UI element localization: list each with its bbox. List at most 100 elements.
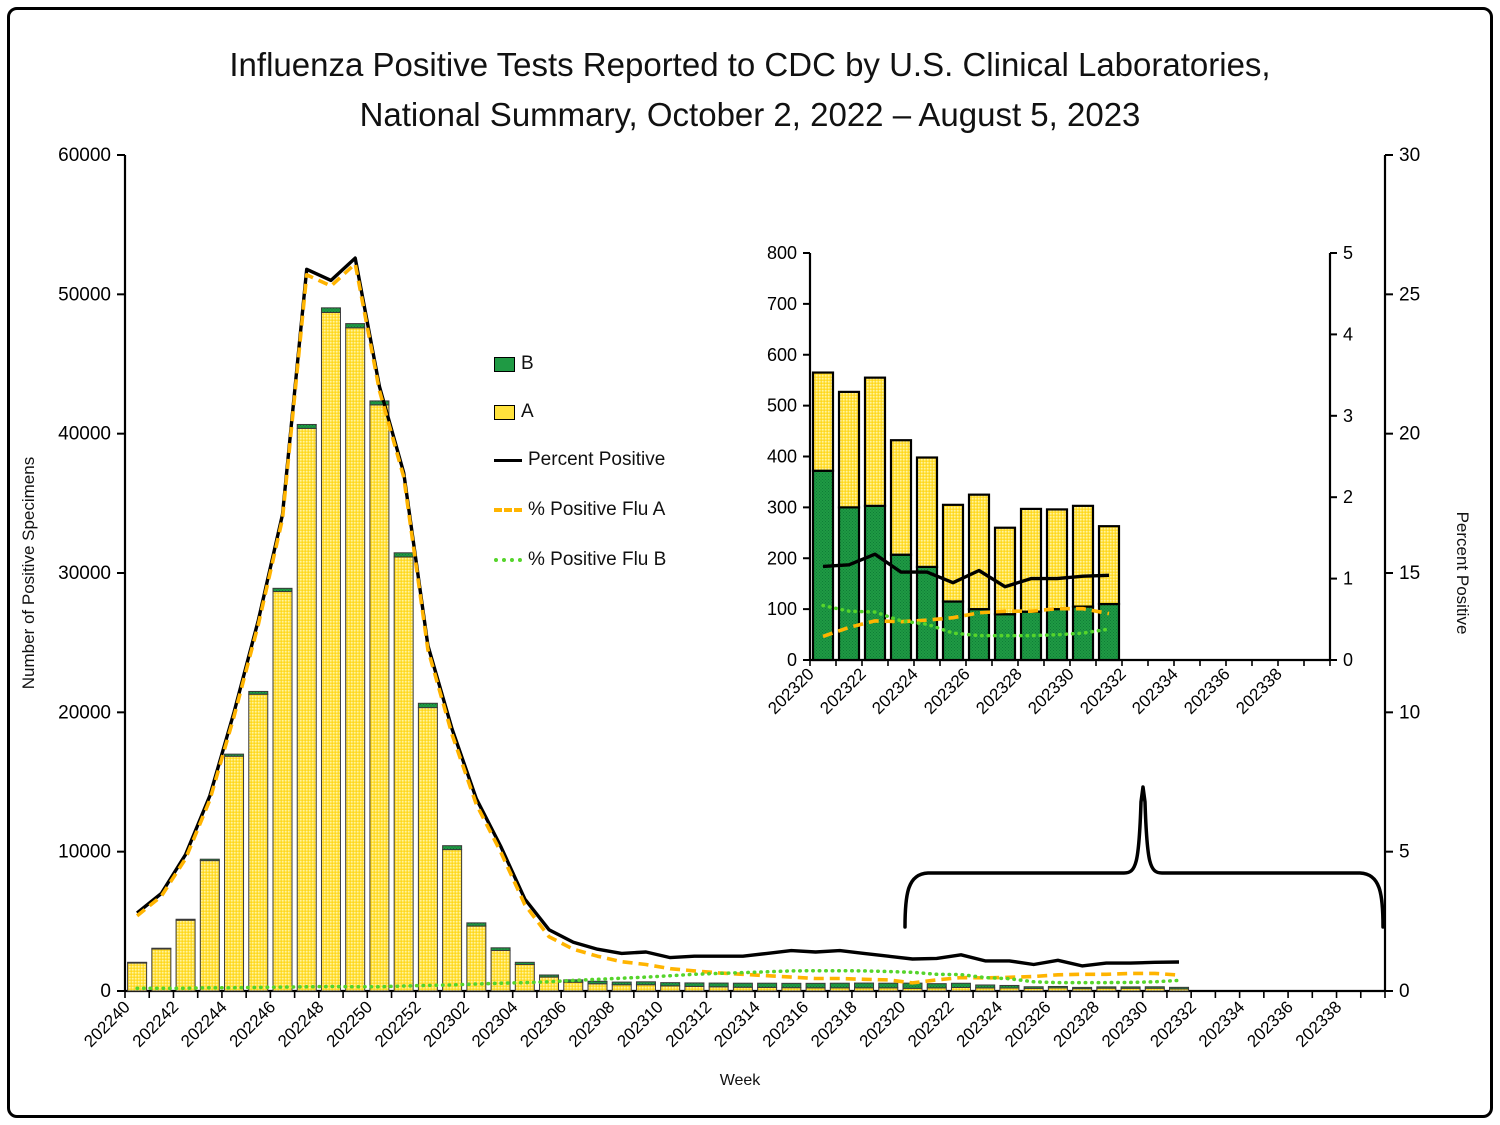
inset-flu-a-percent-line — [822, 606, 1110, 639]
chart-title-line1: Influenza Positive Tests Reported to CDC… — [229, 46, 1271, 83]
flu-b-bar-swatch — [494, 356, 515, 372]
legend-item-percent-positive: Percent Positive — [494, 449, 665, 470]
svg-text:202240: 202240 — [80, 997, 134, 1051]
inset-bar-A-202328 — [1019, 507, 1043, 613]
svg-text:202338: 202338 — [1232, 664, 1286, 718]
legend-label-flu-a: A — [521, 401, 534, 422]
inset-bar-A-202331 — [1097, 525, 1121, 606]
svg-text:30000: 30000 — [58, 563, 111, 584]
main-bar-B-202243 — [199, 858, 220, 862]
svg-text:20000: 20000 — [58, 702, 111, 723]
legend-item-flu-a: A — [494, 401, 534, 422]
svg-text:300: 300 — [767, 497, 797, 517]
svg-text:202320: 202320 — [764, 664, 818, 718]
inset-bars — [811, 371, 1121, 662]
main-bar-A-202305 — [539, 976, 560, 992]
inset-bar-A-202320 — [811, 371, 835, 472]
svg-text:10: 10 — [1399, 702, 1420, 723]
main-bar-B-202307 — [587, 980, 608, 985]
main-bar-B-202245 — [248, 690, 269, 695]
inset-bar-A-202327 — [993, 526, 1017, 616]
svg-text:400: 400 — [767, 447, 797, 467]
svg-text:202312: 202312 — [662, 997, 716, 1051]
svg-text:202252: 202252 — [371, 997, 425, 1051]
legend-item-pct-flu-b: % Positive Flu B — [494, 549, 666, 570]
main-bar-A-202304 — [514, 964, 535, 992]
svg-text:0: 0 — [100, 981, 111, 1002]
main-bar-B-202251 — [393, 552, 414, 558]
main-bar-B-202244 — [224, 753, 245, 757]
svg-text:20: 20 — [1399, 424, 1420, 445]
inset-bar-B-202326 — [967, 608, 991, 662]
main-bar-A-202249 — [345, 327, 366, 992]
flu-a-bar-swatch — [494, 404, 515, 420]
main-bar-B-202250 — [369, 400, 390, 406]
main-bar-B-202319 — [878, 982, 899, 989]
main-bars — [127, 307, 1190, 992]
main-bar-A-202245 — [248, 693, 269, 992]
svg-text:10000: 10000 — [58, 842, 111, 863]
svg-text:202314: 202314 — [710, 997, 764, 1051]
svg-text:202332: 202332 — [1146, 997, 1200, 1051]
main-bar-B-202241 — [151, 947, 172, 950]
main-bar-A-202311 — [684, 985, 705, 992]
main-bar-B-202326 — [1047, 985, 1068, 989]
inset-x-axis-ticks — [809, 660, 1331, 666]
inset-bar-B-202322 — [863, 504, 887, 662]
x-axis-title: Week — [719, 1072, 761, 1089]
main-bar-B-202330 — [1144, 986, 1165, 989]
chart-title: Influenza Positive Tests Reported to CDC… — [0, 40, 1500, 140]
pct-flu-b-line-swatch — [494, 558, 522, 562]
inset-axes — [808, 253, 1332, 662]
main-percent-positive-line — [136, 256, 1180, 968]
main-left-axis-ticks: 0 10000 20000 30000 40000 50000 60000 — [58, 145, 125, 1002]
svg-text:0: 0 — [787, 650, 797, 670]
main-bar-A-202314 — [757, 986, 778, 992]
main-bar-B-202327 — [1072, 986, 1093, 990]
main-bar-B-202242 — [175, 918, 196, 921]
svg-text:2: 2 — [1343, 487, 1353, 507]
inset-bar-A-202322 — [863, 376, 887, 507]
chart-title-line2: National Summary, October 2, 2022 – Augu… — [359, 96, 1141, 133]
main-bar-A-202309 — [635, 984, 656, 992]
svg-text:15: 15 — [1399, 563, 1420, 584]
svg-text:202324: 202324 — [953, 997, 1007, 1051]
main-bar-A-202308 — [611, 984, 632, 992]
main-bar-B-202331 — [1169, 986, 1190, 990]
inset-bar-A-202330 — [1071, 504, 1095, 608]
svg-text:202302: 202302 — [420, 997, 474, 1051]
main-bar-A-202250 — [369, 404, 390, 992]
main-bar-A-202252 — [417, 707, 438, 992]
inset-bar-B-202330 — [1071, 605, 1095, 662]
legend-label-flu-b: B — [521, 353, 534, 374]
main-bar-B-202246 — [272, 587, 293, 593]
svg-text:202334: 202334 — [1128, 664, 1182, 718]
main-chart-group: 0100002000030000400005000060000051015202… — [58, 145, 1420, 1051]
main-bar-B-202318 — [854, 982, 875, 989]
main-bar-B-202329 — [1120, 986, 1141, 989]
svg-text:202334: 202334 — [1195, 997, 1249, 1051]
zoom-brace-annotation — [903, 785, 1385, 929]
svg-text:202304: 202304 — [468, 997, 522, 1051]
svg-text:202338: 202338 — [1292, 997, 1346, 1051]
inset-bar-B-202328 — [1019, 610, 1043, 662]
svg-text:1: 1 — [1343, 569, 1353, 589]
svg-text:100: 100 — [767, 599, 797, 619]
svg-text:202318: 202318 — [807, 997, 861, 1051]
main-bar-A-202301 — [442, 849, 463, 992]
main-bar-B-202308 — [611, 981, 632, 986]
svg-text:202332: 202332 — [1076, 664, 1130, 718]
svg-text:200: 200 — [767, 548, 797, 568]
legend-label-pct-flu-a: % Positive Flu A — [528, 499, 666, 520]
main-bar-A-202322 — [950, 986, 971, 992]
main-bar-B-202309 — [635, 981, 656, 986]
main-bar-A-202244 — [224, 755, 245, 992]
svg-text:3: 3 — [1343, 406, 1353, 426]
svg-text:0: 0 — [1343, 650, 1353, 670]
svg-text:202330: 202330 — [1024, 664, 1078, 718]
svg-text:0: 0 — [1399, 981, 1410, 1002]
svg-text:60000: 60000 — [58, 145, 111, 166]
main-bar-B-202247 — [296, 423, 317, 429]
svg-text:202310: 202310 — [613, 997, 667, 1051]
